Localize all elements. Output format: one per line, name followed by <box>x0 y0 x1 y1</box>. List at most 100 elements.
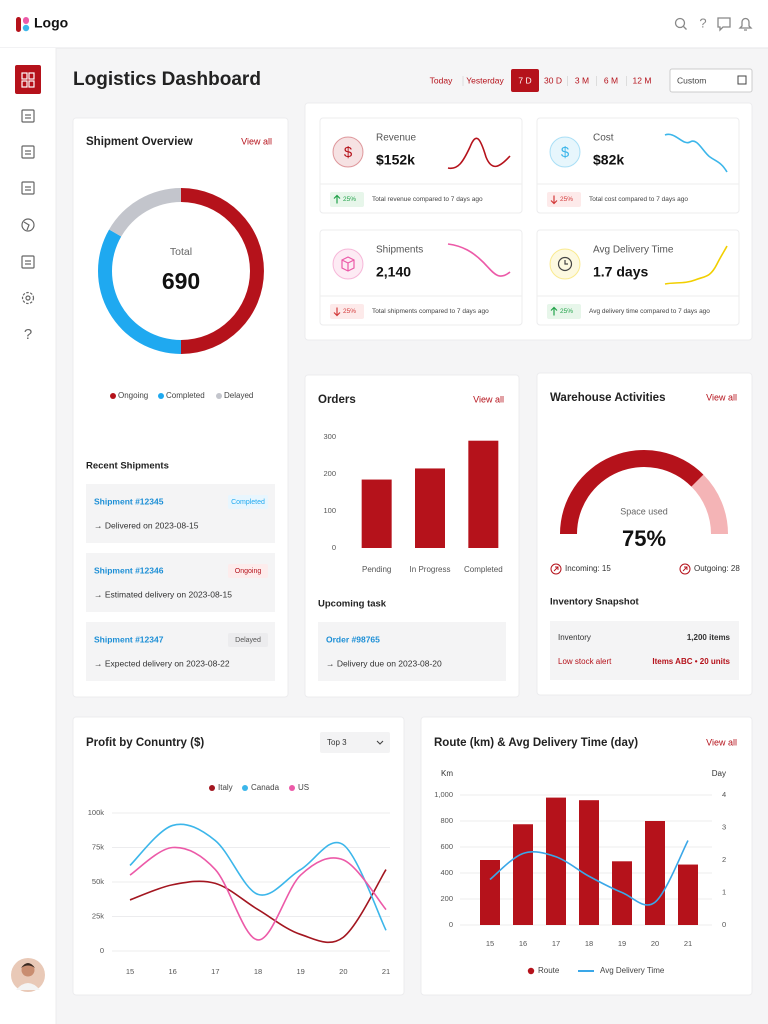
card <box>536 372 753 696</box>
line-series <box>489 840 689 906</box>
chat-icon[interactable] <box>717 17 731 32</box>
outgoing-icon-arrow <box>682 566 688 572</box>
nav-icon <box>21 181 35 195</box>
nav-icon <box>21 255 35 269</box>
x-tick-label: 17 <box>211 967 219 976</box>
y-tick-label: 800 <box>440 816 453 825</box>
kpi-change: 25% <box>560 196 573 203</box>
view-all-link[interactable]: View all <box>706 737 737 747</box>
range-button[interactable]: 6 M <box>604 75 618 85</box>
nav-item[interactable] <box>21 181 35 195</box>
view-all-link[interactable]: View all <box>241 136 272 146</box>
donut-center-label: Total <box>170 246 192 258</box>
x-tick-label: Completed <box>464 565 503 574</box>
shipment-item[interactable] <box>86 622 275 681</box>
bell-icon[interactable] <box>738 17 753 31</box>
range-button[interactable]: 3 M <box>575 75 589 85</box>
legend-label: US <box>298 783 309 792</box>
nav-icon <box>21 109 35 123</box>
page-title: Logistics Dashboard <box>73 69 261 90</box>
status-badge <box>228 633 268 647</box>
x-tick-label: 19 <box>296 967 304 976</box>
avatar-hair <box>21 963 35 968</box>
x-tick-label: 18 <box>585 939 593 948</box>
nav-item[interactable] <box>21 291 35 305</box>
inventory-label: Inventory <box>558 633 591 642</box>
shipment-item[interactable] <box>86 484 275 543</box>
logo-mark <box>23 17 29 24</box>
donut-segment <box>181 188 264 354</box>
x-tick-label: 20 <box>651 939 659 948</box>
y-tick-label: 600 <box>440 842 453 851</box>
kpi-trend-arrow <box>333 307 341 317</box>
nav-item[interactable] <box>21 109 35 123</box>
kpi-note: Total revenue compared to 7 days ago <box>372 196 483 203</box>
kpi-card <box>536 229 740 326</box>
line-series <box>129 869 387 944</box>
y-tick-label: 100 <box>323 506 336 515</box>
inventory-table <box>550 621 739 680</box>
bar <box>480 860 500 925</box>
legend-label: Completed <box>166 391 205 400</box>
legend-swatch <box>527 967 535 975</box>
view-all-link[interactable]: View all <box>473 394 504 404</box>
nav-help[interactable]: ? <box>24 326 32 343</box>
search-icon-shape <box>674 17 686 29</box>
card-title: Orders <box>318 394 356 406</box>
help-icon[interactable]: ? <box>699 15 706 30</box>
nav-item[interactable] <box>21 218 35 232</box>
nav-item[interactable] <box>21 72 35 88</box>
avatar-body <box>16 983 40 990</box>
inventory-value: 1,200 items <box>687 633 731 642</box>
kpi-icon: $ <box>344 144 353 161</box>
range-button[interactable]: 30 D <box>544 75 562 85</box>
nav-item[interactable] <box>21 255 35 269</box>
bell-icon-shape <box>738 17 753 31</box>
filter-label: Top 3 <box>327 738 347 747</box>
kpi-value: 2,140 <box>376 264 411 280</box>
kpi-icon <box>341 256 355 272</box>
y-tick-label: 50k <box>92 877 104 886</box>
nav-icon <box>21 218 35 232</box>
chevron <box>376 740 384 745</box>
range-button[interactable]: Today <box>430 75 453 85</box>
logo-mark <box>16 17 21 32</box>
search-icon[interactable] <box>674 17 687 30</box>
nav-item[interactable] <box>21 145 35 159</box>
kpi-note: Avg delivery time compared to 7 days ago <box>589 308 710 315</box>
donut-total: 690 <box>162 268 200 294</box>
section-title: Upcoming task <box>318 599 387 610</box>
nav-icon <box>21 145 35 159</box>
date-select[interactable] <box>669 68 753 93</box>
x-tick-label: 21 <box>684 939 692 948</box>
outgoing-label: Outgoing: 28 <box>694 564 740 573</box>
incoming-label: Incoming: 15 <box>565 564 611 573</box>
shipment-detail: → Expected delivery on 2023-08-22 <box>94 658 230 668</box>
range-button[interactable]: Yesterday <box>466 75 504 85</box>
status-badge <box>228 495 268 509</box>
kpi-value: $152k <box>376 152 415 168</box>
legend-label: Avg Delivery Time <box>600 966 665 975</box>
range-button[interactable]: 7 D <box>518 75 531 85</box>
date-select-label: Custom <box>677 75 706 85</box>
nav-icon <box>28 72 35 80</box>
card-title: Profit by Conuntry ($) <box>86 737 204 749</box>
x-tick-label: 15 <box>126 967 134 976</box>
y-tick-label: 300 <box>323 432 336 441</box>
shipment-detail: → Delivered on 2023-08-15 <box>94 520 199 530</box>
shipment-detail: → Estimated delivery on 2023-08-15 <box>94 589 232 599</box>
logo-mark <box>22 24 30 32</box>
range-button[interactable]: 12 M <box>633 75 652 85</box>
shipment-id: Shipment #12345 <box>94 496 164 506</box>
section-title: Inventory Snapshot <box>550 597 640 608</box>
filter-select[interactable] <box>320 732 390 753</box>
y-tick-label: 1,000 <box>434 790 453 799</box>
kpi-note: Total shipments compared to 7 days ago <box>372 308 489 315</box>
task-item[interactable] <box>318 622 506 681</box>
x-tick-label: 20 <box>339 967 347 976</box>
view-all-link[interactable]: View all <box>706 392 737 402</box>
inventory-value: Items ABC • 20 units <box>652 657 730 666</box>
legend-label: Ongoing <box>118 391 148 400</box>
y-tick-label: 200 <box>440 894 453 903</box>
shipment-item[interactable] <box>86 553 275 612</box>
